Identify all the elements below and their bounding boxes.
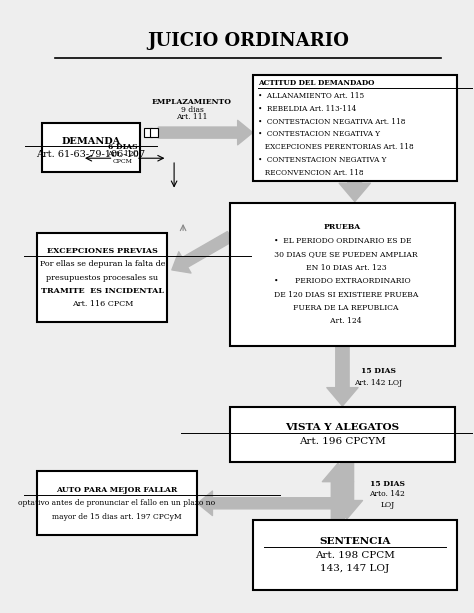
FancyBboxPatch shape	[37, 234, 167, 322]
Text: EXCEPCIONES PERENTORIAS Art. 118: EXCEPCIONES PERENTORIAS Art. 118	[258, 143, 414, 151]
Text: Art. 196 CPCYM: Art. 196 CPCYM	[299, 437, 386, 446]
Text: •  CONTESTACION NEGATIVA Art. 118: • CONTESTACION NEGATIVA Art. 118	[258, 118, 405, 126]
Text: VISTA Y ALEGATOS: VISTA Y ALEGATOS	[285, 424, 400, 432]
Text: 143, 147 LOJ: 143, 147 LOJ	[320, 564, 390, 573]
FancyBboxPatch shape	[253, 520, 457, 590]
Text: EXCEPCIONES PREVIAS: EXCEPCIONES PREVIAS	[47, 246, 158, 254]
Text: Art. 142 LOJ: Art. 142 LOJ	[354, 379, 402, 387]
Text: DEMANDA: DEMANDA	[62, 137, 121, 146]
Text: Arto. 142: Arto. 142	[369, 490, 405, 498]
Text: 6 DIAS: 6 DIAS	[108, 143, 137, 151]
Text: Art. 61-63-79-106-107: Art. 61-63-79-106-107	[36, 150, 146, 159]
Text: CPCM: CPCM	[112, 159, 132, 164]
Text: EN 10 DIAS Art. 123: EN 10 DIAS Art. 123	[299, 264, 386, 272]
Text: SENTENCIA: SENTENCIA	[319, 537, 391, 546]
Text: Por ellas se depuran la falta de: Por ellas se depuran la falta de	[39, 260, 165, 268]
Text: •  REBELDIA Art. 113-114: • REBELDIA Art. 113-114	[258, 105, 356, 113]
Text: 9 dias: 9 dias	[181, 106, 203, 114]
Text: DE 120 DIAS SI EXISTIERE PRUEBA: DE 120 DIAS SI EXISTIERE PRUEBA	[267, 291, 418, 299]
Text: FUERA DE LA REPUBLICA: FUERA DE LA REPUBLICA	[286, 304, 399, 312]
Text: Art. 111: Art. 111	[176, 113, 208, 121]
Text: ACTITUD DEL DEMANDADO: ACTITUD DEL DEMANDADO	[258, 79, 374, 87]
Text: •  EL PERIODO ORDINARIO ES DE: • EL PERIODO ORDINARIO ES DE	[273, 237, 411, 245]
FancyBboxPatch shape	[144, 128, 152, 137]
Text: Art. 120: Art. 120	[107, 150, 138, 158]
Text: RECONVENCION Art. 118: RECONVENCION Art. 118	[258, 169, 364, 177]
Text: •  CONTESTACION NEGATIVA Y: • CONTESTACION NEGATIVA Y	[258, 131, 380, 139]
Text: •  ALLANAMIENTO Art. 115: • ALLANAMIENTO Art. 115	[258, 92, 364, 100]
Text: Art. 124: Art. 124	[323, 318, 362, 326]
FancyBboxPatch shape	[230, 203, 455, 346]
Text: LOJ: LOJ	[380, 501, 394, 509]
FancyBboxPatch shape	[230, 407, 455, 462]
Text: Art. 198 CPCM: Art. 198 CPCM	[315, 550, 395, 560]
Text: •       PERIODO EXTRAORDINARIO: • PERIODO EXTRAORDINARIO	[274, 277, 411, 285]
Text: AUTO PARA MEJOR FALLAR: AUTO PARA MEJOR FALLAR	[56, 486, 177, 494]
FancyBboxPatch shape	[37, 471, 197, 535]
Text: EMPLAZAMIENTO: EMPLAZAMIENTO	[152, 98, 232, 106]
Text: •  CONTENSTACION NEGATIVA Y: • CONTENSTACION NEGATIVA Y	[258, 156, 386, 164]
Text: optativo antes de pronunciar el fallo en un plazo no: optativo antes de pronunciar el fallo en…	[18, 500, 215, 508]
Text: TRAMITE  ES INCIDENTAL: TRAMITE ES INCIDENTAL	[41, 287, 164, 295]
FancyBboxPatch shape	[42, 123, 140, 172]
Text: mayor de 15 dias art. 197 CPCyM: mayor de 15 dias art. 197 CPCyM	[52, 512, 182, 520]
Text: PRUEBA: PRUEBA	[324, 224, 361, 232]
Text: 30 DIAS QUE SE PUEDEN AMPLIAR: 30 DIAS QUE SE PUEDEN AMPLIAR	[267, 250, 418, 258]
Text: JUICIO ORDINARIO: JUICIO ORDINARIO	[147, 32, 349, 50]
Text: presupuestos procesales su: presupuestos procesales su	[46, 273, 158, 281]
FancyBboxPatch shape	[253, 75, 457, 181]
Text: 15 DIAS: 15 DIAS	[370, 480, 405, 488]
FancyBboxPatch shape	[150, 128, 158, 137]
Text: Art. 116 CPCM: Art. 116 CPCM	[72, 300, 133, 308]
Text: 15 DIAS: 15 DIAS	[361, 367, 396, 375]
